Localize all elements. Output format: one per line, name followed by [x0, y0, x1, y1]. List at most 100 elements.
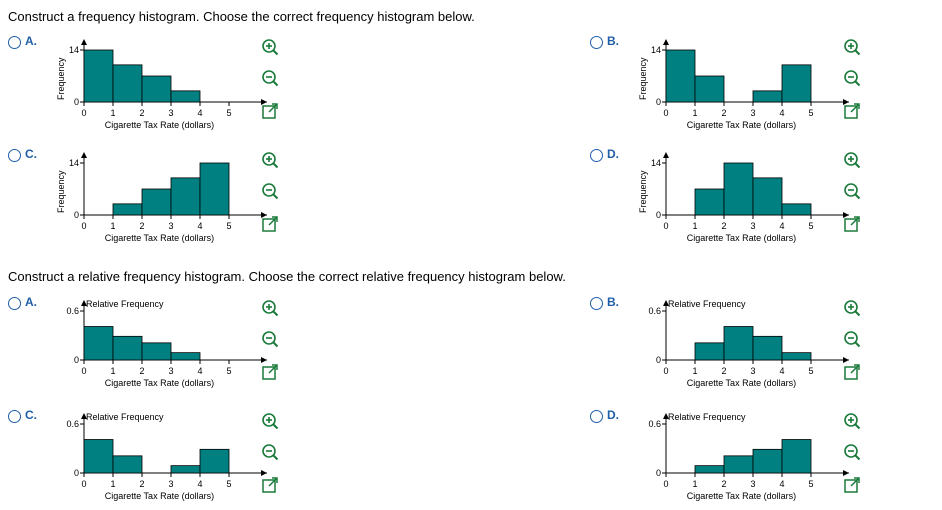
x-tick-label: 4 [197, 221, 202, 231]
x-tick-label: 3 [168, 366, 173, 376]
option-letter: B. [607, 295, 619, 309]
expand-icon[interactable] [261, 363, 279, 381]
zoom-in-icon[interactable] [261, 38, 279, 56]
zoom-in-icon[interactable] [843, 299, 861, 317]
q1-option-d[interactable]: D. Frequency 14 0 0 1 2 3 4 5 Cigarette Tax Rate (… [590, 147, 942, 249]
zoom-out-icon[interactable] [261, 182, 279, 200]
x-tick-label: 3 [750, 221, 755, 231]
x-tick-label: 1 [692, 221, 697, 231]
x-tick-label: 2 [139, 479, 144, 489]
histogram-bar [694, 342, 725, 361]
radio-button[interactable] [8, 149, 21, 162]
x-tick-label: 1 [110, 479, 115, 489]
expand-icon[interactable] [843, 476, 861, 494]
histogram-bar [112, 203, 143, 216]
x-tick-label: 0 [81, 221, 86, 231]
x-tick-label: 2 [139, 366, 144, 376]
histogram-bar [83, 49, 114, 103]
zoom-in-icon[interactable] [261, 299, 279, 317]
option-letter: B. [607, 34, 619, 48]
y-tick-label: 0 [656, 355, 661, 365]
q1-option-a[interactable]: A. Frequency 14 0 0 1 2 3 4 5 Cigarette Tax Rate (… [8, 34, 468, 136]
y-axis-label: Relative Frequency [86, 412, 164, 422]
radio-button[interactable] [590, 149, 603, 162]
radio-button[interactable] [590, 297, 603, 310]
x-tick-label: 2 [721, 366, 726, 376]
option-letter: D. [607, 408, 619, 422]
y-axis-label: Frequency [638, 170, 648, 213]
q1-option-b[interactable]: B. Frequency 14 0 0 1 2 3 4 5 Cigarette Tax Rate (… [590, 34, 942, 136]
q2-option-d[interactable]: D. Relative Frequency 0.6 0 0 1 2 3 4 5 Cigarette … [590, 408, 942, 510]
x-axis-label: Cigarette Tax Rate (dollars) [687, 233, 796, 243]
q2-option-b[interactable]: B. Relative Frequency 0.6 0 0 1 2 3 4 5 Cigarette … [590, 295, 942, 397]
histogram-bar [170, 177, 201, 216]
x-tick-label: 1 [110, 366, 115, 376]
zoom-out-icon[interactable] [843, 182, 861, 200]
option-letter: A. [25, 34, 37, 48]
histogram-chart: Relative Frequency 0.6 00 1 2 3 4 5 Cigarette Ta… [66, 412, 267, 501]
histogram-bar [83, 326, 114, 361]
radio-button[interactable] [8, 410, 21, 423]
zoom-out-icon[interactable] [843, 330, 861, 348]
zoom-out-icon[interactable] [261, 443, 279, 461]
x-tick-label: 5 [808, 108, 813, 118]
expand-icon[interactable] [261, 215, 279, 233]
x-tick-label: 0 [81, 366, 86, 376]
histogram-bar [170, 90, 201, 103]
histogram-bar [112, 335, 143, 361]
histogram-chart: Relative Frequency 0.6 00 1 2 3 4 5 Cigarette Ta… [66, 299, 267, 388]
radio-button[interactable] [8, 36, 21, 49]
x-tick-label: 4 [779, 108, 784, 118]
y-axis-label: Relative Frequency [668, 412, 746, 422]
zoom-out-icon[interactable] [261, 330, 279, 348]
option-letter: D. [607, 147, 619, 161]
q1-option-c[interactable]: C. Frequency 14 0 0 1 2 3 4 5 Cigarette Tax Rate (… [8, 147, 468, 249]
zoom-out-icon[interactable] [261, 69, 279, 87]
x-tick-label: 1 [110, 221, 115, 231]
x-tick-label: 5 [808, 221, 813, 231]
x-tick-label: 4 [197, 108, 202, 118]
radio-button[interactable] [8, 297, 21, 310]
zoom-in-icon[interactable] [843, 412, 861, 430]
x-tick-label: 3 [750, 366, 755, 376]
y-tick-label: 0 [74, 468, 79, 478]
zoom-in-icon[interactable] [261, 412, 279, 430]
radio-button[interactable] [590, 36, 603, 49]
zoom-in-icon[interactable] [843, 151, 861, 169]
expand-icon[interactable] [843, 363, 861, 381]
expand-icon[interactable] [261, 476, 279, 494]
x-tick-label: 3 [750, 479, 755, 489]
radio-button[interactable] [590, 410, 603, 423]
histogram-bar [199, 162, 230, 216]
x-tick-label: 4 [197, 366, 202, 376]
y-axis-label: Relative Frequency [86, 299, 164, 309]
option-letter: A. [25, 295, 37, 309]
histogram-bar [752, 177, 783, 216]
q2-option-c[interactable]: C. Relative Frequency 0.6 0 0 1 2 3 4 5 Cigarette … [8, 408, 468, 510]
x-tick-label: 5 [226, 366, 231, 376]
x-tick-label: 5 [226, 479, 231, 489]
expand-icon[interactable] [261, 102, 279, 120]
x-axis-label: Cigarette Tax Rate (dollars) [687, 378, 796, 388]
expand-icon[interactable] [843, 102, 861, 120]
histogram-bar [199, 448, 230, 474]
histogram-chart: Relative Frequency 0.6 00 1 2 3 4 5 Cigarette Ta… [648, 412, 849, 501]
x-tick-label: 4 [197, 479, 202, 489]
x-tick-label: 0 [81, 108, 86, 118]
x-tick-label: 5 [808, 479, 813, 489]
histogram-bar [170, 465, 201, 474]
zoom-out-icon[interactable] [843, 443, 861, 461]
zoom-in-icon[interactable] [261, 151, 279, 169]
zoom-in-icon[interactable] [843, 38, 861, 56]
histogram-bar [83, 439, 114, 474]
expand-icon[interactable] [843, 215, 861, 233]
q2-option-a[interactable]: A. Relative Frequency 0.6 0 0 1 2 3 4 5 Cigarette … [8, 295, 468, 397]
y-tick-label: 0 [74, 210, 79, 220]
zoom-out-icon[interactable] [843, 69, 861, 87]
y-tick-label: 0 [656, 210, 661, 220]
x-tick-label: 4 [779, 221, 784, 231]
y-axis-label: Relative Frequency [668, 299, 746, 309]
histogram-bar [112, 64, 143, 103]
option-letter: C. [25, 408, 37, 422]
x-tick-label: 1 [692, 479, 697, 489]
